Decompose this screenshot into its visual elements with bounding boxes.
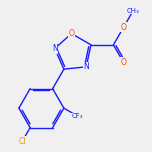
Text: O: O [69, 29, 74, 38]
Text: Cl: Cl [19, 137, 26, 146]
Text: O: O [121, 58, 126, 67]
Text: N: N [52, 44, 58, 53]
Text: O: O [121, 23, 126, 32]
Text: CH₃: CH₃ [127, 8, 140, 14]
Text: CF₃: CF₃ [72, 113, 83, 119]
Text: N: N [83, 62, 89, 71]
